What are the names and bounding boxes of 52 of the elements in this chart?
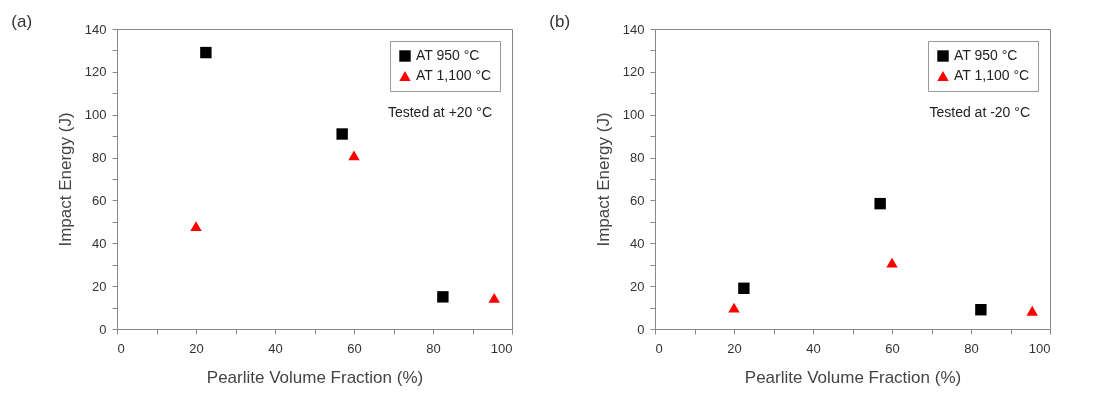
y-tick-label: 120 bbox=[84, 64, 107, 80]
y-tick-label: 80 bbox=[92, 150, 107, 166]
y-tick-label: 60 bbox=[92, 192, 107, 208]
point bbox=[336, 128, 348, 140]
point bbox=[437, 291, 449, 303]
chart-title: (a) bbox=[11, 12, 33, 31]
x-tick-label: 80 bbox=[426, 340, 441, 356]
y-tick-label: 140 bbox=[84, 21, 107, 37]
legend-label: AT 1,100 °C bbox=[416, 67, 492, 83]
y-tick-label: 140 bbox=[622, 21, 645, 37]
x-tick-label: 60 bbox=[885, 340, 900, 356]
x-axis-title: Pearlite Volume Fraction (%) bbox=[206, 367, 424, 387]
y-tick-label: 0 bbox=[99, 321, 107, 337]
x-tick-label: 20 bbox=[189, 340, 204, 356]
y-axis-title: Impact Energy (J) bbox=[593, 112, 613, 247]
y-tick-label: 20 bbox=[92, 278, 107, 294]
point bbox=[348, 150, 360, 161]
y-axis-title: Impact Energy (J) bbox=[55, 112, 75, 247]
point bbox=[738, 282, 750, 294]
x-tick-label: 40 bbox=[268, 340, 283, 356]
x-axis-title: Pearlite Volume Fraction (%) bbox=[744, 367, 962, 387]
chart-title: (b) bbox=[549, 12, 571, 31]
y-tick-label: 40 bbox=[92, 235, 107, 251]
legend-label: AT 1,100 °C bbox=[954, 67, 1030, 83]
point bbox=[886, 257, 898, 268]
x-tick-label: 100 bbox=[1028, 340, 1051, 356]
x-tick-label: 60 bbox=[347, 340, 362, 356]
y-tick-label: 80 bbox=[630, 150, 645, 166]
legend-label: AT 950 °C bbox=[416, 47, 480, 63]
x-tick-label: 100 bbox=[490, 340, 513, 356]
annotation: Tested at -20 °C bbox=[929, 104, 1030, 120]
annotation: Tested at +20 °C bbox=[387, 104, 492, 120]
y-tick-label: 20 bbox=[630, 278, 645, 294]
point bbox=[728, 302, 740, 313]
y-tick-label: 120 bbox=[622, 64, 645, 80]
y-tick-label: 60 bbox=[630, 192, 645, 208]
point bbox=[200, 46, 212, 59]
y-tick-label: 0 bbox=[637, 321, 645, 337]
x-tick-label: 40 bbox=[806, 340, 821, 356]
point bbox=[488, 292, 500, 303]
point bbox=[874, 197, 886, 210]
legend-label: AT 950 °C bbox=[954, 47, 1018, 63]
y-tick-label: 40 bbox=[630, 235, 645, 251]
x-tick-label: 0 bbox=[117, 340, 125, 356]
point bbox=[190, 221, 202, 232]
point bbox=[1026, 305, 1038, 316]
x-tick-label: 20 bbox=[727, 340, 742, 356]
point bbox=[975, 304, 987, 316]
y-tick-label: 100 bbox=[622, 107, 645, 123]
x-tick-label: 0 bbox=[655, 340, 663, 356]
x-tick-label: 80 bbox=[964, 340, 979, 356]
y-tick-label: 100 bbox=[84, 107, 107, 123]
